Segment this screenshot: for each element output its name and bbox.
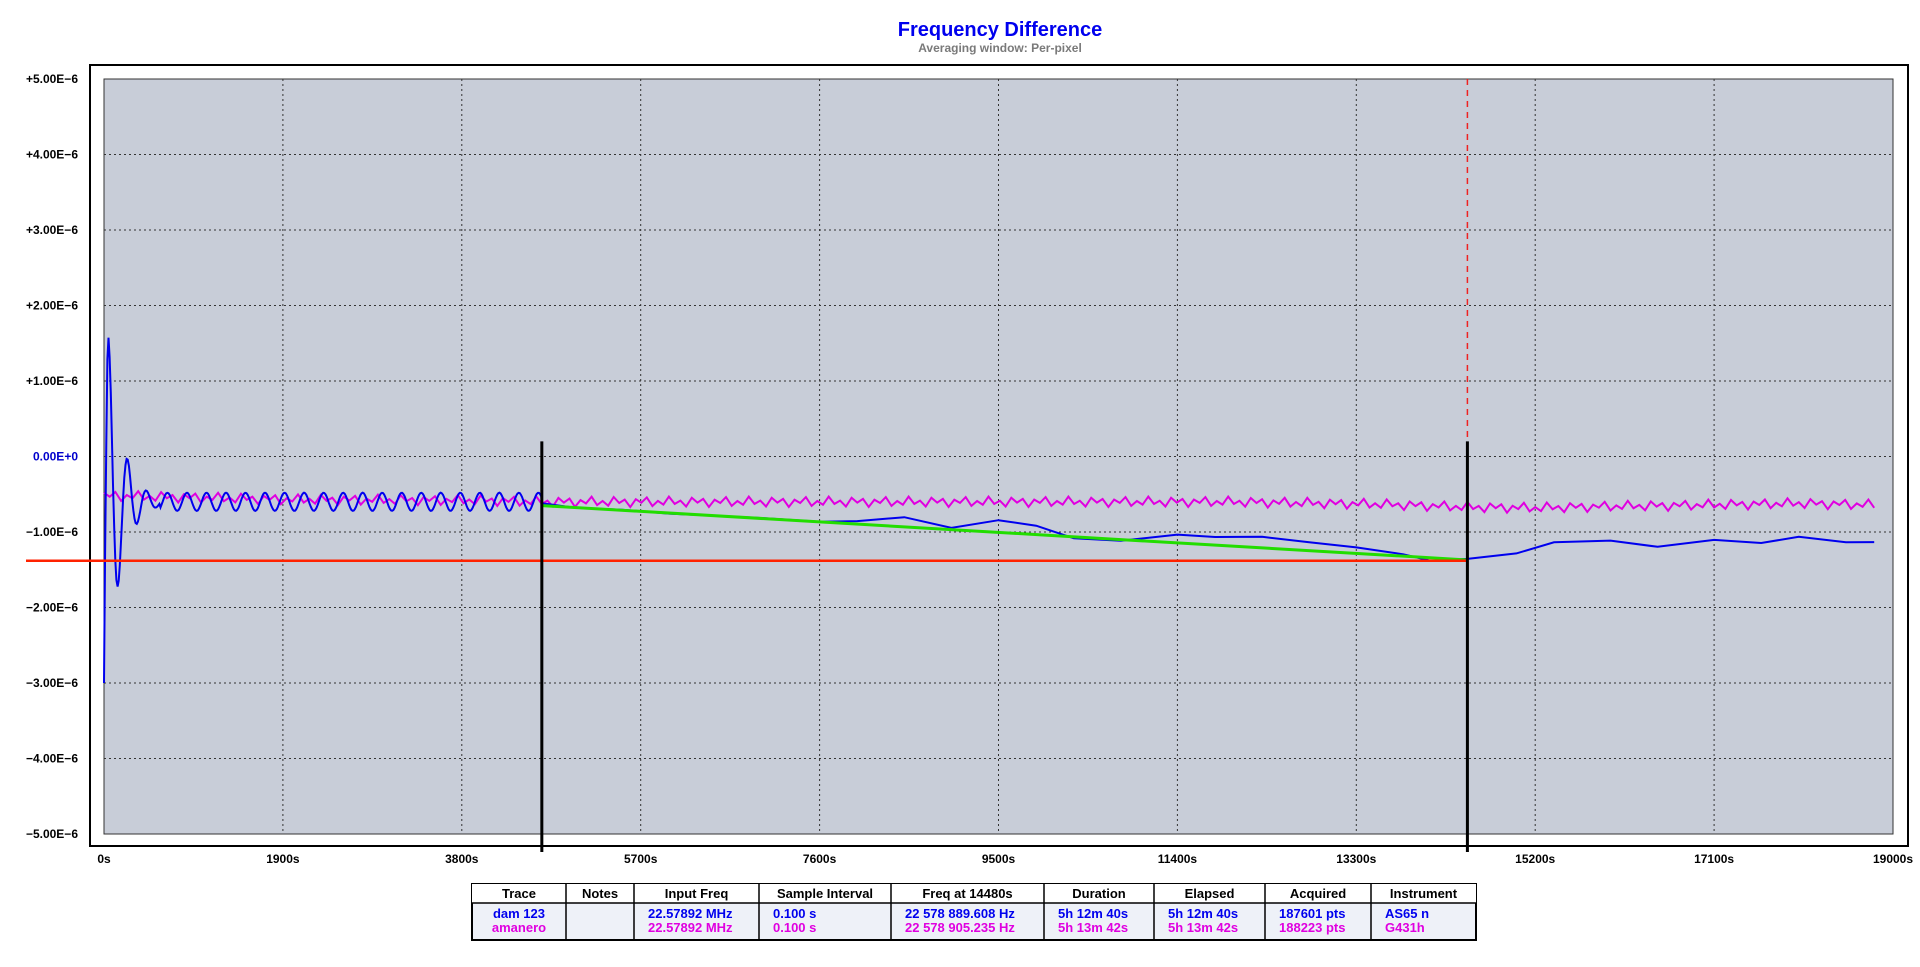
table-header-cell: Acquired [1290,886,1346,901]
table-header-cell: Sample Interval [777,886,873,901]
chart-title: Frequency Difference [898,19,1103,41]
table-cell-duration: 5h 13m 42s [1058,920,1128,935]
x-tick-label: 3800s [445,852,479,866]
table-cell-freq-at: 22 578 889.608 Hz [905,906,1015,921]
table-header-cell: Duration [1072,886,1126,901]
table-header-cell: Freq at 14480s [922,886,1012,901]
x-tick-label: 0s [97,852,111,866]
y-tick-label: +3.00E−6 [26,223,78,237]
x-tick-label: 15200s [1515,852,1555,866]
table-header-cell: Elapsed [1185,886,1235,901]
table-cell-elapsed: 5h 13m 42s [1168,920,1238,935]
x-tick-label: 17100s [1694,852,1734,866]
table-cell-input-freq: 22.57892 MHz [648,920,733,935]
table-cell-sample-interval: 0.100 s [773,906,816,921]
y-tick-label: −2.00E−6 [26,601,78,615]
y-tick-label: −4.00E−6 [26,752,78,766]
table-cell-sample-interval: 0.100 s [773,920,816,935]
y-tick-label: 0.00E+0 [33,450,78,464]
series-dam-123-line [103,337,1875,684]
y-tick-label: −3.00E−6 [26,676,78,690]
y-tick-label: +1.00E−6 [26,374,78,388]
x-tick-label: 11400s [1158,852,1198,866]
table-cell-instrument: G431h [1385,920,1425,935]
x-tick-label: 5700s [624,852,658,866]
table-header-cell: Notes [582,886,618,901]
trace-info-table: Trace Notes Input Freq Sample Interval Freq … [471,883,1477,941]
table-header-background [472,884,1476,903]
y-tick-label: +4.00E−6 [26,148,78,162]
y-tick-label: −1.00E−6 [26,525,78,539]
x-tick-label: 13300s [1336,852,1376,866]
table-cell-trace: amanero [492,920,546,935]
table-cell-instrument: AS65 n [1385,906,1429,921]
x-tick-label: 1900s [266,852,300,866]
table-cell-duration: 5h 12m 40s [1058,906,1128,921]
x-tick-label: 19000s [1873,852,1913,866]
table-cell-freq-at: 22 578 905.235 Hz [905,920,1015,935]
table-header-cell: Trace [502,886,536,901]
table-cell-acquired: 187601 pts [1279,906,1346,921]
table-cell-trace: dam 123 [493,906,545,921]
table-cell-input-freq: 22.57892 MHz [648,906,733,921]
plot-area[interactable]: +5.00E−6 +4.00E−6 +3.00E−6 +2.00E−6 +1.00E−6… [26,64,1913,866]
y-tick-label: −5.00E−6 [26,827,78,841]
table-cell-elapsed: 5h 12m 40s [1168,906,1238,921]
y-tick-label: +2.00E−6 [26,299,78,313]
table-header-cell: Input Freq [665,886,729,901]
fit-line [541,504,1468,562]
table-header-cell: Instrument [1390,886,1458,901]
table-cell-acquired: 188223 pts [1279,920,1346,935]
x-tick-label: 9500s [982,852,1016,866]
x-tick-label: 7600s [803,852,837,866]
y-tick-label: +5.00E−6 [26,72,78,86]
chart-subtitle: Averaging window: Per-pixel [918,41,1082,55]
